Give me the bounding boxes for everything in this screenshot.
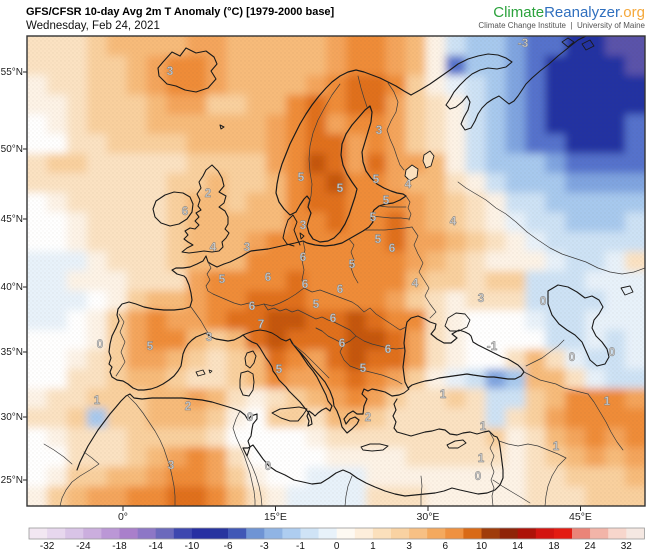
- svg-text:6: 6: [249, 299, 256, 313]
- svg-text:6: 6: [182, 204, 189, 218]
- svg-text:0: 0: [97, 337, 104, 351]
- svg-text:6: 6: [330, 311, 337, 325]
- svg-text:3: 3: [406, 541, 412, 552]
- svg-text:3: 3: [206, 330, 213, 344]
- svg-text:3: 3: [376, 123, 383, 137]
- svg-text:3: 3: [168, 458, 175, 472]
- svg-text:5: 5: [375, 232, 382, 246]
- svg-text:6: 6: [300, 250, 307, 264]
- svg-text:4: 4: [412, 276, 419, 290]
- svg-text:30°E: 30°E: [417, 511, 440, 523]
- svg-text:1: 1: [478, 451, 485, 465]
- svg-text:0: 0: [247, 410, 254, 424]
- svg-text:45°E: 45°E: [569, 511, 592, 523]
- svg-text:3: 3: [167, 64, 174, 78]
- svg-text:0°: 0°: [118, 511, 128, 523]
- svg-text:5: 5: [276, 362, 283, 376]
- svg-text:4: 4: [405, 177, 412, 191]
- svg-text:30°N: 30°N: [1, 412, 23, 423]
- svg-text:-1: -1: [487, 339, 498, 353]
- svg-text:5: 5: [147, 339, 154, 353]
- svg-text:2: 2: [205, 186, 212, 200]
- svg-text:50°N: 50°N: [1, 144, 23, 155]
- svg-text:-3: -3: [260, 541, 269, 552]
- svg-text:35°N: 35°N: [1, 347, 23, 358]
- svg-text:-14: -14: [148, 541, 163, 552]
- svg-text:2: 2: [185, 399, 192, 413]
- svg-text:1: 1: [440, 387, 447, 401]
- svg-text:0: 0: [265, 459, 272, 473]
- svg-text:5: 5: [383, 193, 390, 207]
- svg-text:6: 6: [302, 277, 309, 291]
- svg-text:0: 0: [609, 345, 616, 359]
- svg-text:-32: -32: [40, 541, 55, 552]
- svg-text:5: 5: [219, 272, 226, 286]
- svg-text:5: 5: [298, 170, 305, 184]
- svg-text:6: 6: [389, 241, 396, 255]
- svg-text:32: 32: [621, 541, 633, 552]
- svg-text:-18: -18: [112, 541, 127, 552]
- svg-text:1: 1: [94, 393, 101, 407]
- svg-text:4: 4: [450, 214, 457, 228]
- svg-text:6: 6: [385, 342, 392, 356]
- svg-text:-10: -10: [185, 541, 200, 552]
- svg-text:0: 0: [540, 294, 547, 308]
- svg-text:24: 24: [585, 541, 597, 552]
- svg-text:1: 1: [553, 439, 560, 453]
- svg-text:5: 5: [349, 257, 356, 271]
- svg-text:3: 3: [300, 218, 307, 232]
- svg-text:-24: -24: [76, 541, 91, 552]
- svg-text:1: 1: [370, 541, 376, 552]
- svg-text:0: 0: [475, 469, 482, 483]
- svg-text:25°N: 25°N: [1, 475, 23, 486]
- svg-text:1: 1: [604, 394, 611, 408]
- svg-text:-1: -1: [296, 541, 305, 552]
- svg-text:1: 1: [480, 419, 487, 433]
- svg-text:45°N: 45°N: [1, 214, 23, 225]
- svg-text:18: 18: [548, 541, 560, 552]
- svg-text:-6: -6: [224, 541, 233, 552]
- svg-text:4: 4: [210, 240, 217, 254]
- svg-text:3: 3: [244, 240, 251, 254]
- svg-text:2: 2: [365, 410, 372, 424]
- svg-text:5: 5: [370, 210, 377, 224]
- svg-text:55°N: 55°N: [1, 67, 23, 78]
- svg-text:-3: -3: [518, 36, 529, 50]
- svg-text:7: 7: [258, 317, 265, 331]
- svg-text:6: 6: [337, 282, 344, 296]
- svg-text:6: 6: [265, 270, 272, 284]
- svg-text:3: 3: [478, 291, 485, 305]
- svg-text:5: 5: [373, 172, 380, 186]
- svg-text:5: 5: [360, 361, 367, 375]
- svg-text:0: 0: [569, 350, 576, 364]
- svg-text:5: 5: [313, 297, 320, 311]
- svg-text:0: 0: [334, 541, 340, 552]
- svg-text:5: 5: [337, 181, 344, 195]
- svg-text:40°N: 40°N: [1, 282, 23, 293]
- svg-text:15°E: 15°E: [264, 511, 287, 523]
- svg-text:10: 10: [476, 541, 488, 552]
- svg-text:14: 14: [512, 541, 524, 552]
- svg-text:6: 6: [443, 541, 449, 552]
- svg-text:6: 6: [339, 336, 346, 350]
